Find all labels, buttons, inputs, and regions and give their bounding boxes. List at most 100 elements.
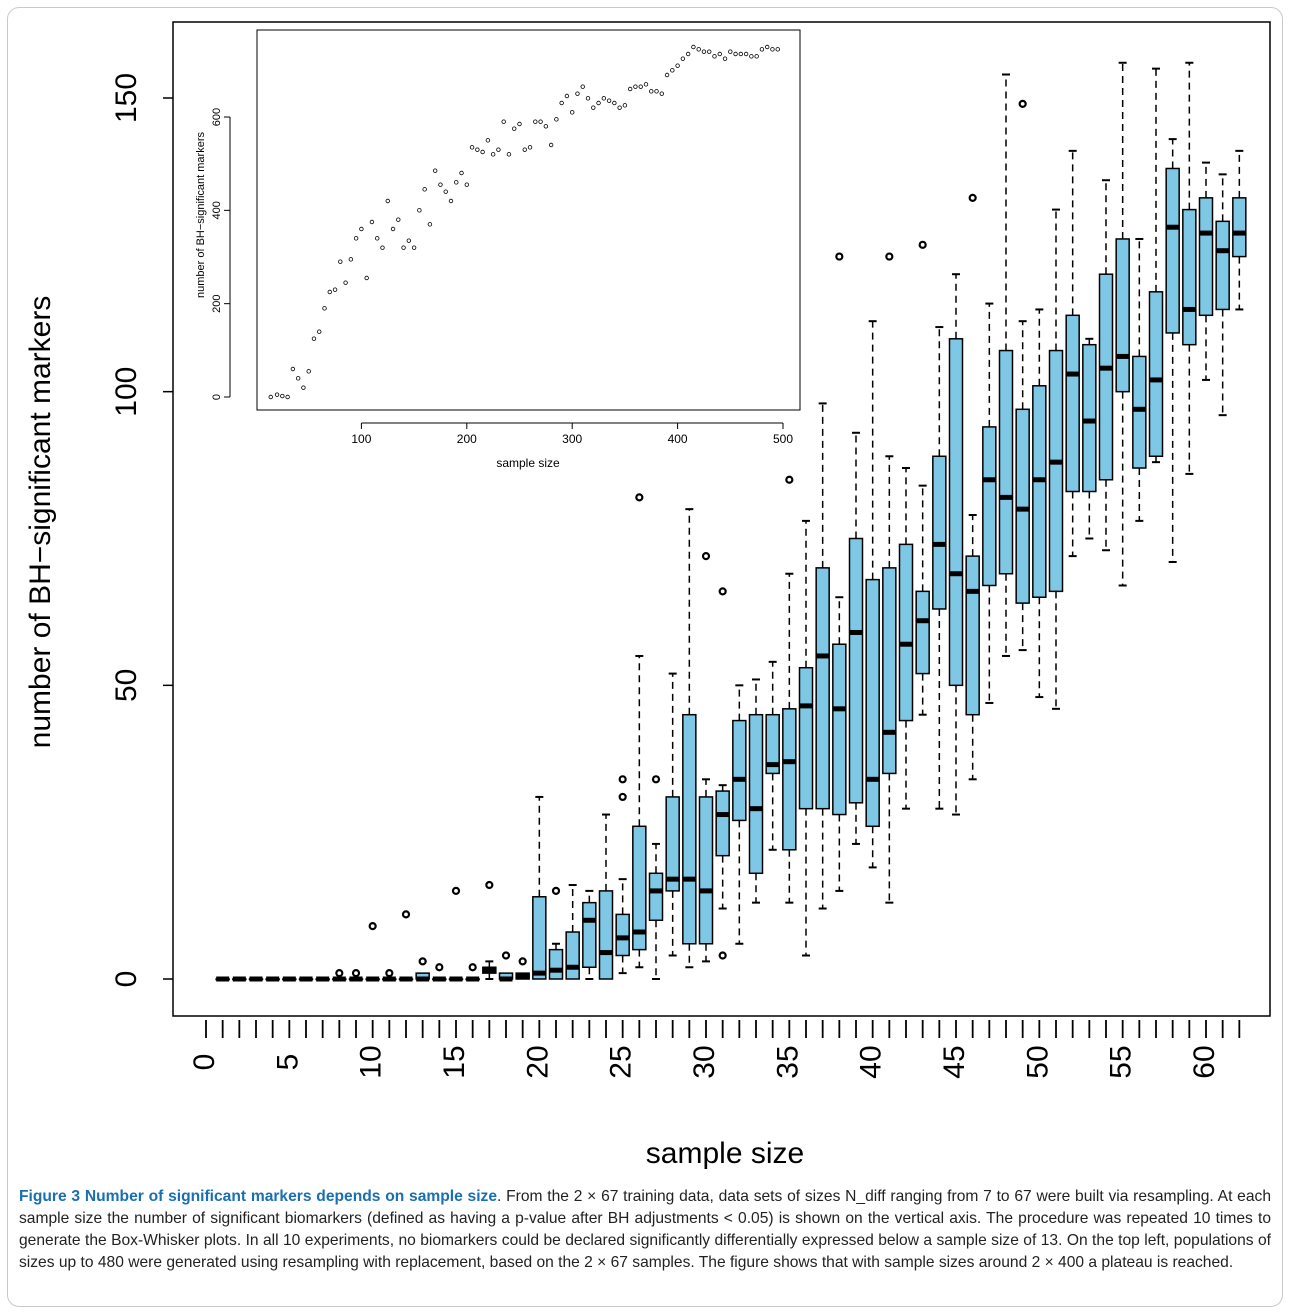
main-x-tick-label: 25 — [605, 1045, 638, 1078]
inset-point — [364, 275, 369, 281]
inset-point — [770, 47, 775, 52]
box-whisker — [1032, 308, 1047, 699]
box — [848, 537, 864, 804]
outlier-point — [618, 792, 627, 802]
inset-point — [348, 257, 354, 262]
box — [948, 338, 964, 687]
main-x-tick-label: 40 — [855, 1045, 888, 1078]
outlier-point — [451, 886, 461, 896]
outlier-point — [885, 252, 894, 261]
inset-point — [459, 170, 464, 176]
box-whisker — [848, 431, 864, 845]
main-x-tick-label: 35 — [771, 1045, 804, 1078]
inset-point — [707, 49, 712, 54]
inset-point — [432, 168, 438, 173]
inset-point — [759, 47, 765, 52]
box-whisker — [382, 969, 397, 982]
inset-point — [490, 152, 496, 157]
main-y-tick-label: 0 — [110, 971, 143, 988]
inset-point — [359, 226, 364, 232]
box-whisker — [832, 252, 847, 892]
main-y-tick-label: 150 — [110, 73, 143, 123]
inset-x-tick-label: 500 — [773, 432, 793, 446]
box-whisker — [665, 672, 680, 957]
box — [632, 825, 647, 951]
box-whisker — [1148, 67, 1164, 464]
main-x-tick-label: 50 — [1021, 1045, 1054, 1078]
inset-point — [649, 89, 654, 94]
box — [548, 948, 564, 980]
inset-point — [375, 236, 380, 241]
main-x-axis-title: sample size — [646, 1137, 804, 1170]
inset-point — [522, 147, 527, 152]
inset-scatter: 0 200 400 600 100 200 300 400 500 sample size n… — [195, 29, 801, 470]
inset-point — [638, 84, 643, 89]
outlier-point — [368, 922, 377, 931]
inset-point — [464, 182, 469, 187]
inset-point — [701, 49, 707, 54]
inset-point — [517, 121, 522, 127]
outlier-point — [551, 886, 561, 896]
inset-point — [606, 98, 612, 103]
inset-point — [685, 51, 691, 57]
box-whisker — [615, 775, 630, 975]
inset-point — [738, 51, 744, 57]
box — [582, 901, 597, 969]
box-whisker — [232, 976, 247, 982]
box-whisker — [948, 273, 964, 816]
box-whisker — [315, 976, 330, 982]
inset-y-tick-label: 0 — [211, 394, 223, 400]
outlier-point — [718, 587, 727, 596]
box — [698, 796, 714, 945]
inset-point — [743, 51, 749, 57]
inset-point — [733, 51, 738, 57]
inset-x-axis-title: sample size — [496, 456, 560, 470]
box — [898, 543, 914, 722]
box — [1015, 408, 1030, 604]
inset-point — [659, 91, 664, 96]
box-whisker — [565, 884, 580, 980]
box — [748, 713, 764, 875]
caption-title: Number of significant markers depends on… — [84, 1188, 498, 1205]
outlier-point — [918, 240, 927, 249]
box-whisker — [1132, 237, 1147, 522]
box-whisker — [632, 493, 647, 969]
box — [1048, 349, 1064, 593]
main-x-tick-label: 60 — [1188, 1045, 1221, 1078]
inset-point — [506, 152, 512, 157]
caption-body: . From the 2 × 67 training data, data se… — [19, 1188, 1271, 1271]
box-whisker — [1065, 149, 1080, 558]
inset-background — [256, 29, 801, 411]
box — [1115, 238, 1130, 393]
inset-point — [406, 238, 412, 243]
box-whisker — [815, 402, 830, 910]
inset-point — [564, 93, 570, 99]
inset-point — [480, 149, 485, 155]
box-whisker — [532, 795, 547, 980]
box-whisker — [1098, 179, 1114, 552]
outlier-point — [401, 910, 411, 919]
inset-point — [612, 100, 617, 106]
inset-point — [691, 44, 696, 50]
inset-point — [496, 147, 501, 152]
inset-point — [485, 138, 491, 143]
outlier-point — [835, 252, 844, 261]
inset-point — [754, 54, 759, 59]
box — [732, 719, 747, 822]
outlier-point — [351, 969, 361, 978]
outlier-point — [335, 969, 344, 978]
box-whisker — [1165, 138, 1180, 563]
box — [882, 567, 897, 775]
outlier-point — [968, 193, 977, 202]
main-y-tick-label: 50 — [110, 669, 143, 702]
box-whisker — [498, 951, 514, 982]
inset-point — [575, 91, 580, 96]
outlier-point — [518, 957, 527, 966]
box — [982, 426, 997, 587]
box-whisker — [332, 969, 347, 982]
inset-x-tick-label: 100 — [351, 432, 371, 446]
inset-point — [454, 180, 459, 185]
inset-point — [422, 187, 427, 192]
inset-point — [285, 394, 290, 400]
figure-chart: 0 50 100 150 0 5 10 15 20 25 30 35 40 45 50 55 60 sampl… — [24, 21, 1271, 1170]
